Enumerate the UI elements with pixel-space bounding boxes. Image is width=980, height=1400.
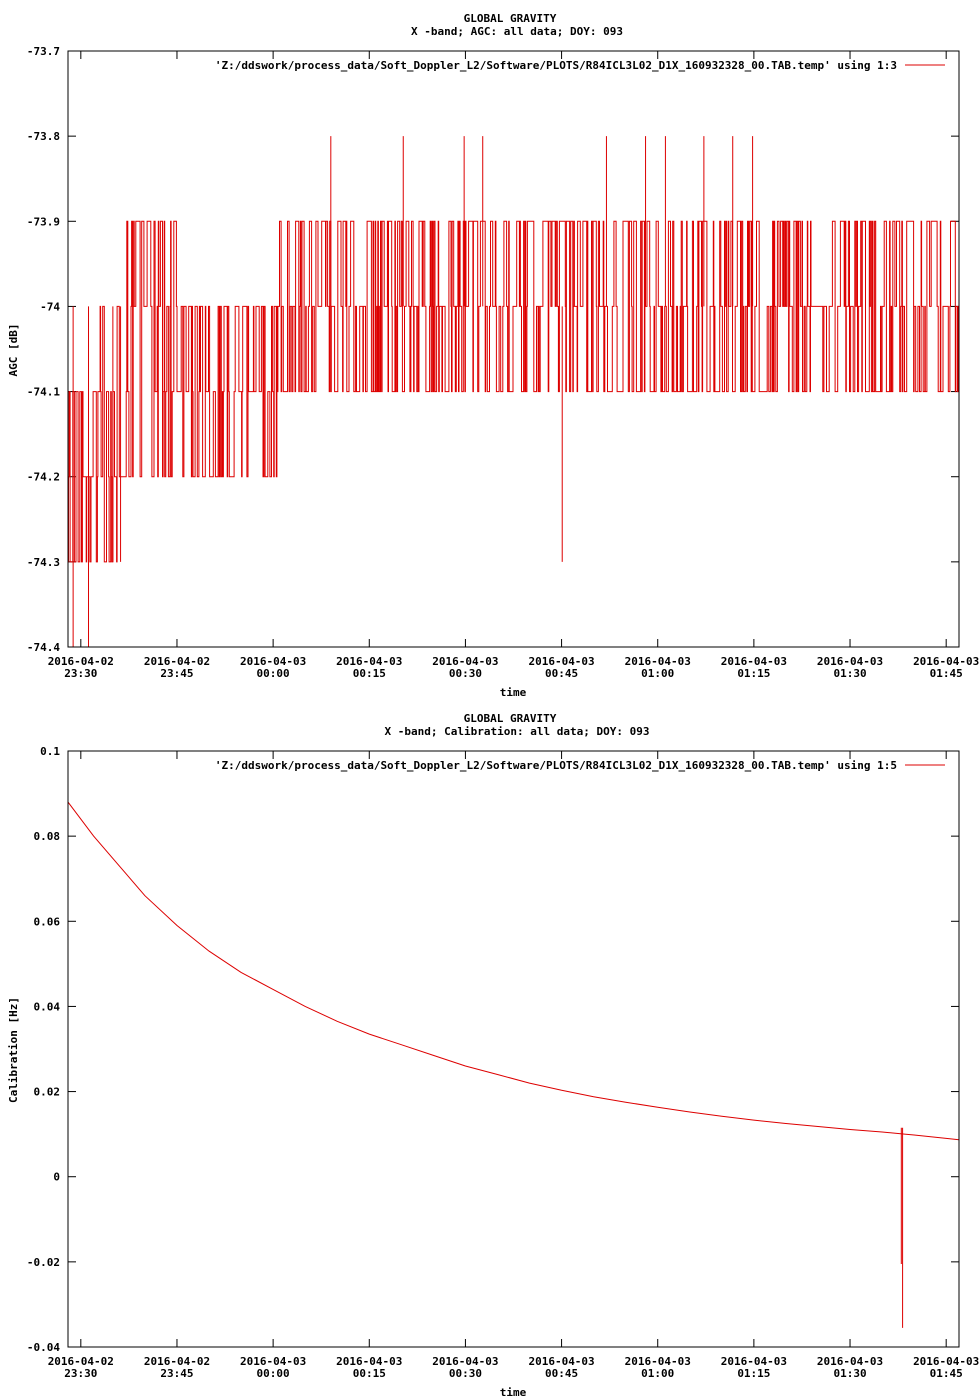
x-tick-label-date: 2016-04-03 — [913, 655, 979, 668]
x-tick-label-date: 2016-04-03 — [528, 655, 594, 668]
x-tick-label-time: 00:45 — [545, 667, 578, 680]
legend-label: 'Z:/ddswork/process_data/Soft_Doppler_L2… — [215, 759, 897, 772]
x-tick-label-date: 2016-04-03 — [625, 655, 691, 668]
y-tick-label: 0.02 — [34, 1086, 61, 1099]
x-tick-label-time: 01:45 — [930, 667, 963, 680]
x-tick-label-time: 01:00 — [641, 667, 674, 680]
y-tick-label: -0.02 — [27, 1256, 60, 1269]
x-tick-label-date: 2016-04-03 — [336, 1355, 402, 1368]
chart-subtitle: X -band; AGC: all data; DOY: 093 — [411, 25, 623, 38]
y-tick-label: -74.4 — [27, 641, 60, 654]
x-tick-label-date: 2016-04-03 — [240, 1355, 306, 1368]
plot-area — [67, 801, 960, 1328]
x-tick-label-date: 2016-04-02 — [48, 1355, 114, 1368]
x-tick-label-date: 2016-04-03 — [625, 1355, 691, 1368]
x-tick-label-date: 2016-04-03 — [721, 655, 787, 668]
x-tick-label-time: 00:30 — [449, 1367, 482, 1380]
x-ticks: 2016-04-0223:302016-04-0223:452016-04-03… — [48, 751, 979, 1380]
x-ticks: 2016-04-0223:302016-04-0223:452016-04-03… — [48, 51, 979, 680]
y-tick-label: 0.1 — [40, 745, 60, 758]
x-tick-label-date: 2016-04-02 — [144, 655, 210, 668]
x-tick-label-date: 2016-04-03 — [721, 1355, 787, 1368]
chart-subtitle: X -band; Calibration: all data; DOY: 093 — [385, 725, 650, 738]
x-tick-label-time: 01:00 — [641, 1367, 674, 1380]
axis-frame — [67, 750, 960, 1348]
x-tick-label-time: 01:30 — [833, 667, 866, 680]
x-tick-label-date: 2016-04-03 — [240, 655, 306, 668]
y-tick-label: -73.7 — [27, 45, 60, 58]
y-tick-label: -74.3 — [27, 556, 60, 569]
y-tick-label: 0.06 — [34, 915, 61, 928]
y-tick-label: -74 — [40, 300, 60, 313]
y-tick-label: -74.1 — [27, 386, 60, 399]
x-tick-label-time: 23:45 — [160, 667, 193, 680]
y-tick-label: -73.8 — [27, 130, 60, 143]
x-tick-label-time: 23:45 — [160, 1367, 193, 1380]
x-tick-label-time: 01:15 — [737, 667, 770, 680]
x-tick-label-date: 2016-04-03 — [528, 1355, 594, 1368]
x-tick-label-date: 2016-04-03 — [817, 655, 883, 668]
y-axis-label: Calibration [Hz] — [7, 997, 20, 1103]
x-tick-label-date: 2016-04-03 — [817, 1355, 883, 1368]
x-tick-label-time: 23:30 — [64, 1367, 97, 1380]
x-tick-label-time: 00:15 — [353, 667, 386, 680]
calibration-chart: GLOBAL GRAVITY X -band; Calibration: all… — [7, 712, 979, 1399]
y-ticks: 0.1 0.08 0.06 0.04 0.02 0 -0.02 -0.04 — [27, 745, 959, 1354]
x-tick-label-time: 00:45 — [545, 1367, 578, 1380]
x-tick-label-date: 2016-04-02 — [144, 1355, 210, 1368]
x-tick-label-time: 01:15 — [737, 1367, 770, 1380]
y-tick-label: 0.04 — [34, 1000, 61, 1013]
x-axis-label: time — [500, 686, 527, 699]
y-axis-label: AGC [dB] — [7, 324, 20, 377]
x-tick-label-date: 2016-04-03 — [432, 1355, 498, 1368]
y-tick-label: -0.04 — [27, 1341, 60, 1354]
y-ticks: -73.7 -73.8 -73.9 -74 -74.1 -74.2 -74.3 -74.4 — [27, 45, 959, 654]
chart-title: GLOBAL GRAVITY — [464, 712, 557, 725]
x-tick-label-time: 00:00 — [257, 667, 290, 680]
y-tick-label: 0.08 — [34, 830, 61, 843]
x-tick-label-time: 00:15 — [353, 1367, 386, 1380]
chart-title: GLOBAL GRAVITY — [464, 12, 557, 25]
plot-area — [68, 136, 959, 647]
x-tick-label-date: 2016-04-02 — [48, 655, 114, 668]
y-tick-label: 0 — [53, 1171, 60, 1184]
axis-frame — [67, 50, 960, 648]
x-tick-label-time: 23:30 — [64, 667, 97, 680]
y-tick-label: -74.2 — [27, 471, 60, 484]
x-tick-label-date: 2016-04-03 — [913, 1355, 979, 1368]
legend-label: 'Z:/ddswork/process_data/Soft_Doppler_L2… — [215, 59, 897, 72]
x-tick-label-time: 01:30 — [833, 1367, 866, 1380]
y-tick-label: -73.9 — [27, 215, 60, 228]
x-tick-label-time: 01:45 — [930, 1367, 963, 1380]
agc-chart: GLOBAL GRAVITY X -band; AGC: all data; D… — [7, 12, 979, 699]
series-line — [67, 801, 960, 1141]
x-tick-label-date: 2016-04-03 — [432, 655, 498, 668]
x-tick-label-time: 00:30 — [449, 667, 482, 680]
x-tick-label-date: 2016-04-03 — [336, 655, 402, 668]
x-axis-label: time — [500, 1386, 527, 1399]
series-line — [68, 220, 959, 563]
x-tick-label-time: 00:00 — [257, 1367, 290, 1380]
